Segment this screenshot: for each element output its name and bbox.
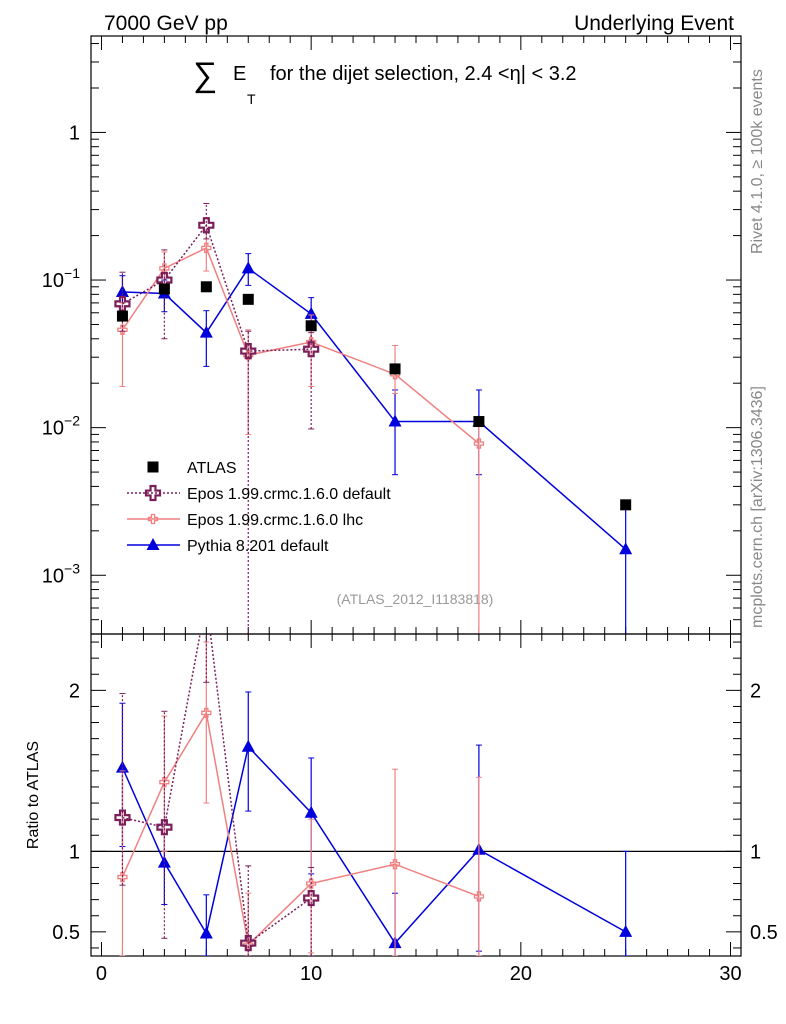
main-point <box>200 281 212 293</box>
main-point <box>199 325 213 338</box>
main-panel: 10−310−210−11(ATLAS_2012_I1183818) <box>42 35 742 635</box>
main-point <box>305 320 317 332</box>
y-tick-label: 10−2 <box>42 413 80 440</box>
y-tick-exponent: −1 <box>64 265 80 281</box>
main-point <box>620 499 632 511</box>
legend-marker <box>147 461 159 473</box>
y-tick-exponent: −3 <box>64 560 80 576</box>
main-point <box>473 438 485 449</box>
main-point <box>388 414 402 427</box>
title-rest: | < 3.2 <box>521 63 577 85</box>
main-point <box>304 306 318 319</box>
x-tick-label: 0 <box>96 963 107 985</box>
ratio-series-epos-1-99-crmc-1-6-0-default <box>114 593 320 956</box>
ratio-y-tick-label-left: 0.5 <box>52 922 80 944</box>
x-tick-label: 20 <box>510 963 532 985</box>
y-tick-base: 10 <box>42 418 64 440</box>
x-tick-label: 10 <box>300 963 322 985</box>
analysis-id: (ATLAS_2012_I1183818) <box>337 591 494 607</box>
main-point <box>389 363 401 375</box>
legend: ATLAS Epos 1.99.crmc.1.6.0 default Epos 1.… <box>127 460 391 555</box>
ratio-panel: 0 10 20 30 0.5 0.5 1 1 2 2 <box>52 593 778 985</box>
y-tick-label: 1 <box>69 122 80 144</box>
main-series-epos-1-99-crmc-1-6-0-default <box>114 202 320 634</box>
ratio-point <box>114 809 131 826</box>
y-tick-exponent: −2 <box>64 413 80 429</box>
rivet-label: Rivet 4.1.0, ≥ 100k events <box>749 69 766 254</box>
main-point <box>242 293 254 305</box>
ratio-y-tick-label-right: 0.5 <box>750 922 778 944</box>
ratio-y-tick-label-right: 2 <box>750 680 761 702</box>
mcplots-label: mcplots.cern.ch [arXiv:1306.3436] <box>749 386 766 628</box>
title-t-subscript: T <box>247 91 256 107</box>
main-point <box>117 324 128 335</box>
legend-item-epos-1-99-crmc-1-6-0-lhc: Epos 1.99.crmc.1.6.0 lhc <box>127 512 363 529</box>
ratio-y-label: Ratio to ATLAS <box>25 741 42 849</box>
main-series-pythia-8-201-default <box>115 253 633 634</box>
main-point <box>198 217 215 234</box>
y-tick-label: 10−3 <box>42 560 80 587</box>
main-series-epos-1-99-crmc-1-6-0-lhc <box>117 230 485 634</box>
legend-marker <box>144 484 162 502</box>
main-point <box>201 242 212 254</box>
ratio-point <box>473 891 485 902</box>
main-point <box>619 542 633 555</box>
main-line-pythia-8-201-default <box>122 267 627 550</box>
ratio-y-tick-label-left: 1 <box>69 841 80 863</box>
main-point <box>240 343 257 360</box>
ratio-point <box>156 819 173 836</box>
main-point <box>158 283 170 295</box>
title-main: for the dijet selection, 2.4 < <box>270 63 510 85</box>
ratio-y-tick-label-left: 2 <box>69 680 80 702</box>
main-point <box>303 341 320 358</box>
title-eta: η <box>510 63 521 85</box>
main-point <box>241 261 255 274</box>
y-tick-base: 10 <box>42 565 64 587</box>
legend-item-epos-1-99-crmc-1-6-0-default: Epos 1.99.crmc.1.6.0 default <box>127 484 391 503</box>
legend-item-pythia-8-201-default: Pythia 8.201 default <box>127 538 329 555</box>
ratio-series-pythia-8-201-default <box>115 691 633 956</box>
ratio-point <box>201 707 212 719</box>
legend-marker <box>147 513 159 525</box>
ratio-series-epos-1-99-crmc-1-6-0-lhc <box>117 641 485 956</box>
ratio-point <box>389 859 401 870</box>
main-line-epos-1-99-crmc-1-6-0-lhc <box>121 246 480 445</box>
y-tick-label: 10−1 <box>42 265 80 292</box>
x-tick-label: 30 <box>719 963 741 985</box>
legend-label: ATLAS <box>187 460 237 477</box>
ratio-line-epos-1-99-crmc-1-6-0-default <box>122 634 312 945</box>
ratio-point <box>115 760 129 773</box>
ratio-point <box>117 871 128 883</box>
ratio-point <box>306 878 317 889</box>
y-tick-base: 10 <box>42 270 64 292</box>
ratio-point <box>199 926 213 939</box>
title-sigma: ∑ <box>193 56 217 94</box>
ratio-y-tick-label-right: 1 <box>750 841 761 863</box>
legend-item-atlas: ATLAS <box>147 460 237 477</box>
main-line-epos-1-99-crmc-1-6-0-default <box>122 223 312 352</box>
main-point <box>473 416 485 428</box>
legend-label: Epos 1.99.crmc.1.6.0 default <box>187 486 391 503</box>
ratio-frame <box>90 633 742 957</box>
legend-marker <box>146 538 160 550</box>
y-tick-base: 1 <box>69 122 80 144</box>
header-left: 7000 GeV pp <box>104 12 228 35</box>
header-right: Underlying Event <box>574 12 734 35</box>
ratio-line-pythia-8-201-default <box>121 745 627 945</box>
plot-title: ∑ E T for the dijet selection, 2.4 <η| <… <box>193 56 577 107</box>
legend-label: Pythia 8.201 default <box>187 538 329 555</box>
ratio-point <box>241 739 255 752</box>
ratio-point <box>619 924 633 937</box>
main-series-atlas <box>116 281 632 511</box>
ratio-point <box>303 889 320 907</box>
title-e: E <box>233 63 246 85</box>
ratio-point <box>304 805 318 818</box>
ratio-point <box>240 935 257 952</box>
main-point <box>116 310 128 322</box>
title-text: for the dijet selection, 2.4 <η| < 3.2 <box>270 63 577 85</box>
ratio-point <box>159 776 170 788</box>
legend-label: Epos 1.99.crmc.1.6.0 lhc <box>187 512 363 529</box>
ratio-point <box>199 593 213 607</box>
